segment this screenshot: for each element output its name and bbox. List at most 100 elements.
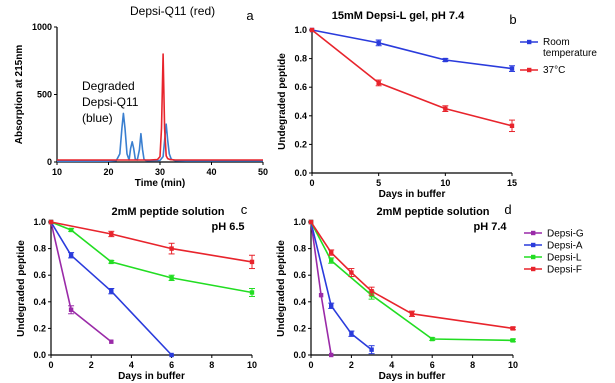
panel-label: c <box>241 202 248 217</box>
legend-marker <box>527 67 532 73</box>
y-tick-label: 0 <box>47 157 52 167</box>
y-tick-label: 1.0 <box>294 25 307 35</box>
data-point <box>369 288 374 294</box>
y-axis-label: Undegraded peptide <box>276 240 287 337</box>
panel-title: 2mM peptide solution <box>111 206 224 218</box>
data-point <box>349 270 354 275</box>
data-point <box>430 336 435 342</box>
x-tick-label: 40 <box>206 167 216 177</box>
y-axis-label: Absorption at 215nm <box>14 45 25 145</box>
data-point <box>349 331 354 336</box>
y-tick-label: 0.2 <box>294 139 307 149</box>
y-tick-label: 0.8 <box>294 54 307 64</box>
series-line <box>311 29 513 127</box>
data-point <box>109 288 114 294</box>
panel-label: a <box>246 8 254 23</box>
data-point <box>169 246 174 251</box>
panel-title: 15mM Depsi-L gel, pH 7.4 <box>332 10 465 22</box>
x-axis-label: Days in buffer <box>379 189 446 200</box>
annotation: Depsi-Q11 <box>82 95 139 109</box>
data-point <box>308 219 314 225</box>
data-point <box>109 339 114 344</box>
panel-title: 2mM peptide solution <box>376 206 489 218</box>
data-point <box>68 253 74 258</box>
series-line <box>310 221 514 342</box>
annotation: Depsi-Q11 (red) <box>130 4 215 18</box>
y-tick-label: 0.0 <box>294 168 307 178</box>
data-point <box>329 250 334 255</box>
series-line <box>50 221 112 343</box>
data-point <box>409 311 415 316</box>
y-tick-label: 0.4 <box>293 297 306 307</box>
x-tick-label: 6 <box>430 360 435 370</box>
panel-b: 0 5 10 15 0.0 0.2 0.4 0.6 0.8 1.0 Days in buffer Un… <box>277 10 597 200</box>
x-tick-label: 5 <box>376 178 381 188</box>
y-tick-label: 0.8 <box>33 244 46 254</box>
legend-label: Depsi-A <box>547 241 583 252</box>
data-point <box>48 219 54 225</box>
legend-label: 37°C <box>543 65 565 76</box>
y-axis-label: Undegraded peptide <box>16 240 27 337</box>
data-point <box>249 259 255 265</box>
panel-label: b <box>509 12 516 27</box>
series-line <box>311 29 513 70</box>
data-point <box>443 106 448 111</box>
x-tick-label: 20 <box>103 167 113 177</box>
panel-label: d <box>504 202 511 217</box>
x-tick-label: 2 <box>89 360 94 370</box>
y-tick-label: 500 <box>37 90 52 100</box>
series-line <box>57 53 263 161</box>
legend-label: Depsi-F <box>547 265 582 276</box>
x-tick-label: 2 <box>349 360 354 370</box>
data-point <box>369 347 374 352</box>
series-line <box>310 221 373 351</box>
data-point <box>510 326 516 331</box>
x-tick-label: 0 <box>48 360 53 370</box>
x-axis-label: Time (min) <box>135 178 185 189</box>
data-point <box>249 290 255 295</box>
y-tick-label: 0.8 <box>293 244 306 254</box>
panel-subtitle: pH 6.5 <box>211 221 244 233</box>
x-tick-label: 50 <box>258 167 268 177</box>
x-tick-label: 0 <box>308 360 313 370</box>
annotation: Degraded <box>82 79 135 93</box>
x-tick-label: 0 <box>309 178 314 188</box>
x-tick-label: 10 <box>440 178 450 188</box>
x-tick-label: 15 <box>507 178 517 188</box>
x-axis-label: Days in buffer <box>118 371 185 382</box>
data-point <box>68 307 74 312</box>
data-point <box>169 352 174 358</box>
x-tick-label: 4 <box>129 360 134 370</box>
y-tick-label: 1000 <box>32 22 52 32</box>
x-tick-label: 10 <box>247 360 257 370</box>
data-point <box>376 40 381 46</box>
data-point <box>376 80 381 86</box>
data-point <box>169 275 174 281</box>
data-point <box>510 338 516 343</box>
y-tick-label: 0.0 <box>293 350 306 360</box>
series-line <box>310 221 514 330</box>
x-tick-label: 4 <box>389 360 394 370</box>
legend-marker <box>531 266 536 272</box>
data-point <box>309 27 315 33</box>
series-line <box>50 221 173 356</box>
y-tick-label: 0.0 <box>33 350 46 360</box>
panel-subtitle: pH 7.4 <box>473 221 507 233</box>
data-point <box>443 57 448 63</box>
y-tick-label: 0.6 <box>294 82 307 92</box>
data-point <box>509 123 515 129</box>
y-tick-label: 0.4 <box>33 297 46 307</box>
y-tick-label: 0.6 <box>33 270 46 280</box>
x-tick-label: 8 <box>470 360 475 370</box>
legend-label: Room <box>543 37 570 48</box>
y-axis-label: Undegraded peptide <box>277 53 288 150</box>
x-tick-label: 6 <box>169 360 174 370</box>
series-line <box>56 112 263 163</box>
y-tick-label: 1.0 <box>293 217 306 227</box>
data-point <box>329 352 334 358</box>
legend-marker <box>531 254 536 260</box>
panel-c: 0 2 4 6 8 10 0.0 0.2 0.4 0.6 0.8 1.0 Days in buffer U… <box>16 202 257 382</box>
y-tick-label: 0.4 <box>294 111 307 121</box>
x-tick-label: 10 <box>52 167 62 177</box>
